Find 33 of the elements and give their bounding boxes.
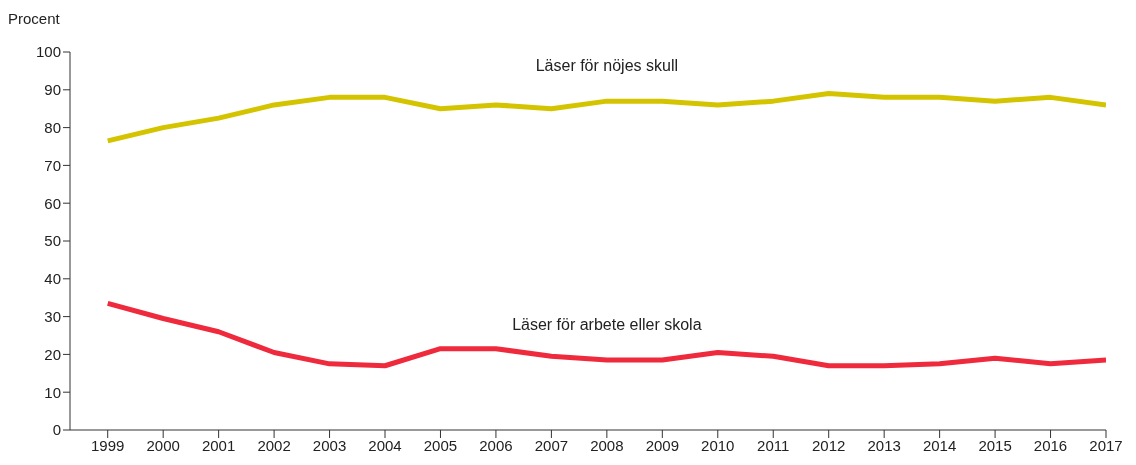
x-tick-label: 2008 xyxy=(590,436,624,454)
y-tick-label: 70 xyxy=(44,156,61,174)
series-label: Läser för nöjes skull xyxy=(535,57,678,75)
x-tick-label: 2014 xyxy=(922,436,957,454)
y-tick-label: 50 xyxy=(44,232,61,250)
y-tick-label: 80 xyxy=(44,118,61,136)
x-tick-label: 2005 xyxy=(423,436,458,454)
x-tick-label: 2010 xyxy=(701,436,735,454)
x-tick-label: 2009 xyxy=(645,436,679,454)
x-tick-label: 2017 xyxy=(1089,436,1123,454)
x-tick-label: 2000 xyxy=(146,436,180,454)
x-tick-label: 2013 xyxy=(867,436,901,454)
x-tick-label: 2016 xyxy=(1033,436,1068,454)
y-tick-label: 60 xyxy=(44,194,61,212)
y-tick-label: 10 xyxy=(44,383,61,401)
x-tick-label: 2001 xyxy=(201,436,236,454)
x-tick-label: 1999 xyxy=(91,436,125,454)
y-tick-label: 30 xyxy=(44,307,61,325)
x-tick-label: 2002 xyxy=(257,436,291,454)
y-tick-label: 0 xyxy=(52,421,61,439)
x-tick-label: 2003 xyxy=(312,436,347,454)
y-axis-title: Procent xyxy=(8,10,60,27)
series-label: Läser för arbete eller skola xyxy=(512,316,702,334)
x-tick-label: 2011 xyxy=(757,436,790,454)
y-tick-label: 20 xyxy=(44,345,61,363)
x-tick-label: 2004 xyxy=(368,436,402,454)
y-tick-label: 90 xyxy=(44,81,61,99)
y-tick-label: 40 xyxy=(44,270,61,288)
y-tick-label: 100 xyxy=(35,43,61,61)
x-tick-label: 2015 xyxy=(978,436,1012,454)
x-tick-label: 2007 xyxy=(534,436,569,454)
x-tick-label: 2006 xyxy=(479,436,513,454)
x-tick-label: 2012 xyxy=(812,436,846,454)
